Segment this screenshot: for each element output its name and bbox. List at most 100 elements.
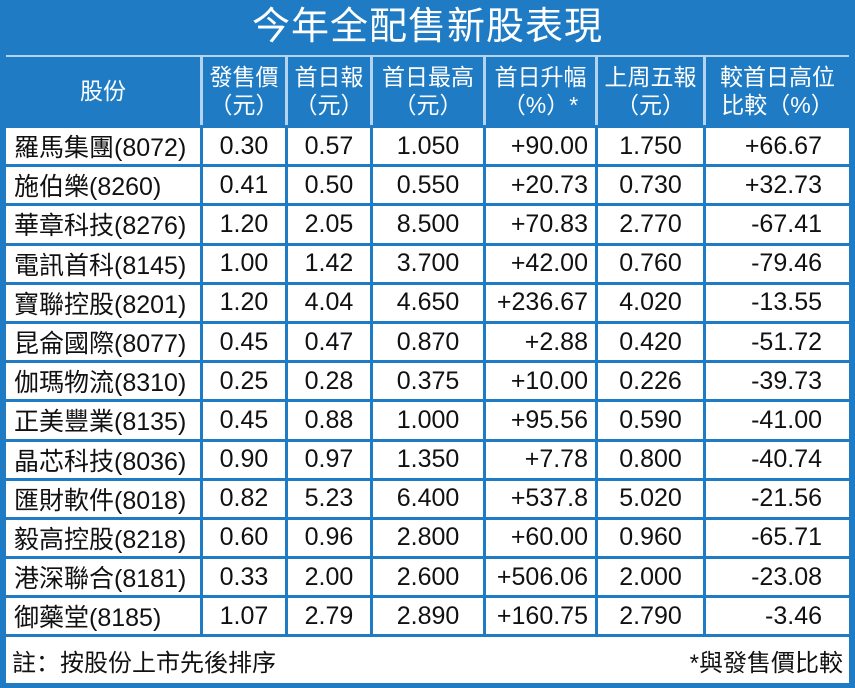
cell-last-friday-close: 0.800	[598, 441, 703, 478]
table-row: 毅高控股(8218) 0.60 0.96 2.800 +60.00 0.960 …	[6, 519, 849, 557]
cell-first-day-gain: +537.8	[486, 480, 595, 517]
cell-first-day-close: 0.96	[288, 519, 370, 557]
cell-offer-price: 1.20	[203, 206, 285, 243]
header-vs-first-day-high-line2: 比較（%）	[721, 92, 834, 118]
table-body: 羅馬集團(8072) 0.30 0.57 1.050 +90.00 1.750 …	[6, 125, 849, 683]
cell-first-day-gain: +10.00	[486, 363, 595, 400]
cell-first-day-gain: +506.06	[486, 559, 595, 596]
header-first-day-high: 首日最高 （元）	[373, 57, 483, 125]
table-row: 御藥堂(8185) 1.07 2.79 2.890 +160.75 2.790 …	[6, 598, 849, 635]
cell-first-day-close: 0.28	[288, 363, 370, 400]
header-vs-first-day-high-line1: 較首日高位	[720, 64, 835, 90]
header-vs-first-day-high: 較首日高位 比較（%）	[706, 57, 849, 125]
cell-vs-first-day-high: -65.71	[706, 519, 849, 557]
header-first-day-high-line2: （元）	[393, 92, 463, 118]
cell-last-friday-close: 0.730	[598, 167, 703, 204]
cell-last-friday-close: 0.960	[598, 519, 703, 557]
table-row: 伽瑪物流(8310) 0.25 0.28 0.375 +10.00 0.226 …	[6, 363, 849, 400]
table-row: 羅馬集團(8072) 0.30 0.57 1.050 +90.00 1.750 …	[6, 128, 849, 165]
cell-last-friday-close: 1.750	[598, 128, 703, 165]
cell-first-day-gain: +60.00	[486, 519, 595, 557]
cell-offer-price: 1.07	[203, 598, 285, 635]
cell-vs-first-day-high: -79.46	[706, 245, 849, 282]
header-first-day-close-line1: 首日報	[294, 64, 364, 90]
cell-first-day-close: 1.42	[288, 245, 370, 282]
cell-first-day-high: 1.350	[373, 441, 483, 478]
cell-stock: 晶芯科技(8036)	[6, 441, 200, 478]
cell-last-friday-close: 0.420	[598, 323, 703, 361]
cell-stock: 昆侖國際(8077)	[6, 323, 200, 361]
cell-first-day-gain: +7.78	[486, 441, 595, 478]
cell-vs-first-day-high: -39.73	[706, 363, 849, 400]
cell-offer-price: 1.00	[203, 245, 285, 282]
table-header-row: 股份 發售價 （元） 首日報 （元） 首日最高 （元） 首日升幅 （%）* 上周…	[6, 55, 849, 125]
cell-first-day-close: 2.79	[288, 598, 370, 635]
cell-first-day-close: 5.23	[288, 480, 370, 517]
cell-stock: 匯財軟件(8018)	[6, 480, 200, 517]
cell-last-friday-close: 0.590	[598, 402, 703, 439]
cell-stock: 電訊首科(8145)	[6, 245, 200, 282]
cell-first-day-gain: +20.73	[486, 167, 595, 204]
table-row: 晶芯科技(8036) 0.90 0.97 1.350 +7.78 0.800 -…	[6, 441, 849, 478]
cell-first-day-gain: +42.00	[486, 245, 595, 282]
footnote-sort-order: 註：按股份上市先後排序	[12, 649, 276, 677]
header-first-day-gain: 首日升幅 （%）*	[486, 57, 595, 125]
cell-first-day-high: 2.800	[373, 519, 483, 557]
table-title: 今年全配售新股表現	[251, 6, 603, 48]
cell-last-friday-close: 0.760	[598, 245, 703, 282]
header-offer-price: 發售價 （元）	[203, 57, 285, 125]
cell-first-day-high: 0.375	[373, 363, 483, 400]
cell-first-day-gain: +236.67	[486, 284, 595, 321]
cell-first-day-gain: +70.83	[486, 206, 595, 243]
table-row: 電訊首科(8145) 1.00 1.42 3.700 +42.00 0.760 …	[6, 245, 849, 282]
header-last-friday-close-line2: （元）	[616, 92, 685, 118]
header-first-day-close-line2: （元）	[294, 92, 364, 118]
cell-first-day-close: 0.50	[288, 167, 370, 204]
cell-offer-price: 0.90	[203, 441, 285, 478]
cell-offer-price: 0.41	[203, 167, 285, 204]
header-first-day-close: 首日報 （元）	[288, 57, 370, 125]
table-footnote-row: 註：按股份上市先後排序 *與發售價比較	[6, 637, 849, 683]
header-last-friday-close: 上周五報 （元）	[598, 57, 703, 125]
cell-vs-first-day-high: -41.00	[706, 402, 849, 439]
cell-stock: 正美豐業(8135)	[6, 402, 200, 439]
cell-offer-price: 0.60	[203, 519, 285, 557]
cell-first-day-high: 3.700	[373, 245, 483, 282]
cell-vs-first-day-high: -40.74	[706, 441, 849, 478]
header-last-friday-close-line1: 上周五報	[604, 64, 697, 90]
cell-first-day-close: 2.05	[288, 206, 370, 243]
cell-offer-price: 0.45	[203, 323, 285, 361]
cell-first-day-gain: +90.00	[486, 128, 595, 165]
header-stock: 股份	[6, 57, 200, 125]
cell-first-day-high: 1.000	[373, 402, 483, 439]
cell-offer-price: 1.20	[203, 284, 285, 321]
cell-stock: 羅馬集團(8072)	[6, 128, 200, 165]
cell-vs-first-day-high: -23.08	[706, 559, 849, 596]
cell-first-day-high: 8.500	[373, 206, 483, 243]
cell-last-friday-close: 2.770	[598, 206, 703, 243]
cell-vs-first-day-high: +32.73	[706, 167, 849, 204]
cell-stock: 御藥堂(8185)	[6, 598, 200, 635]
header-first-day-gain-line1: 首日升幅	[494, 64, 587, 90]
table-row: 華章科技(8276) 1.20 2.05 8.500 +70.83 2.770 …	[6, 206, 849, 243]
cell-stock: 寶聯控股(8201)	[6, 284, 200, 321]
cell-stock: 伽瑪物流(8310)	[6, 363, 200, 400]
cell-first-day-high: 2.600	[373, 559, 483, 596]
header-stock-label: 股份	[80, 78, 126, 104]
cell-vs-first-day-high: -3.46	[706, 598, 849, 635]
cell-offer-price: 0.25	[203, 363, 285, 400]
cell-first-day-close: 4.04	[288, 284, 370, 321]
cell-stock: 施伯樂(8260)	[6, 167, 200, 204]
cell-first-day-gain: +160.75	[486, 598, 595, 635]
cell-first-day-close: 0.47	[288, 323, 370, 361]
table-row: 寶聯控股(8201) 1.20 4.04 4.650 +236.67 4.020…	[6, 284, 849, 321]
cell-last-friday-close: 0.226	[598, 363, 703, 400]
cell-first-day-gain: +95.56	[486, 402, 595, 439]
cell-first-day-close: 0.57	[288, 128, 370, 165]
cell-offer-price: 0.33	[203, 559, 285, 596]
cell-vs-first-day-high: -51.72	[706, 323, 849, 361]
table-row: 匯財軟件(8018) 0.82 5.23 6.400 +537.8 5.020 …	[6, 480, 849, 517]
cell-first-day-high: 4.650	[373, 284, 483, 321]
cell-last-friday-close: 5.020	[598, 480, 703, 517]
